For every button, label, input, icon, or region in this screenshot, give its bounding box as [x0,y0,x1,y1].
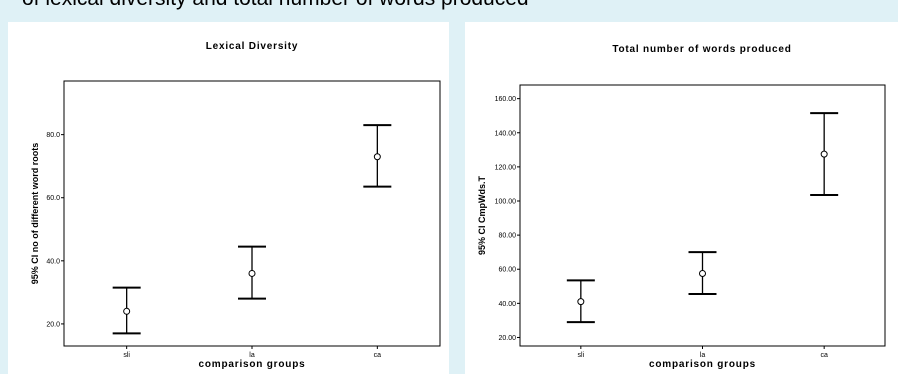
chart-1-mean-point-sli [577,298,585,306]
figure-caption: of lexical diversity and total number of… [0,0,898,11]
lexical-diversity-chart: Lexical Diversity 20.0 40.0 60.0 80.0 sli la ca… [30,41,441,370]
chart-0-y-tick-label: 80.0 [46,132,60,139]
chart-0-y-tick-label: 20.0 [46,321,60,328]
chart-0-title: Lexical Diversity [206,41,299,52]
chart-1-title: Total number of words produced [612,44,791,55]
chart-1-y-axis-label: 95% CI CmpWds.T [477,175,487,255]
chart-1-plot-frame [519,84,886,347]
chart-0-y-axis-label: 95% CI no of different word roots [30,143,40,285]
chart-1-x-tick-label: sli [578,352,585,359]
chart-0-mean-point-ca [373,153,381,161]
chart-panel-total-words: Total number of words produced 20.00 40.00… [465,22,898,374]
chart-0-x-axis-label: comparison groups [199,359,306,370]
chart-1-y-tick-label: 80.00 [498,233,516,240]
chart-1-mean-point-ca [820,150,828,158]
chart-1-x-tick-label: ca [820,352,828,359]
chart-0-x-tick-label: la [249,352,255,359]
chart-0-plot-frame [63,80,441,347]
chart-0-y-tick-label: 40.0 [46,258,60,265]
chart-1-y-tick-label: 140.00 [495,130,517,137]
chart-1-y-tick-label: 40.00 [498,301,516,308]
chart-1-x-tick-label: la [700,352,706,359]
chart-1-x-axis-label: comparison groups [649,359,756,370]
chart-panel-lexical-diversity: Lexical Diversity 20.0 40.0 60.0 80.0 sli la ca… [8,22,449,374]
chart-1-mean-point-la [699,270,706,277]
chart-0-mean-point-la [248,269,256,277]
chart-0-y-tick-label: 60.0 [46,195,60,202]
total-words-chart: Total number of words produced 20.00 40.00… [477,44,886,370]
chart-1-y-tick-label: 20.00 [498,335,516,342]
chart-1-y-tick-label: 60.00 [498,267,516,274]
chart-0-x-tick-label: ca [374,352,382,359]
chart-0-x-tick-label: sli [123,352,130,359]
chart-0-mean-point-sli [123,307,131,315]
chart-1-y-tick-label: 160.00 [495,96,517,103]
chart-1-y-tick-label: 100.00 [495,199,517,206]
chart-1-y-tick-label: 120.00 [495,164,517,171]
